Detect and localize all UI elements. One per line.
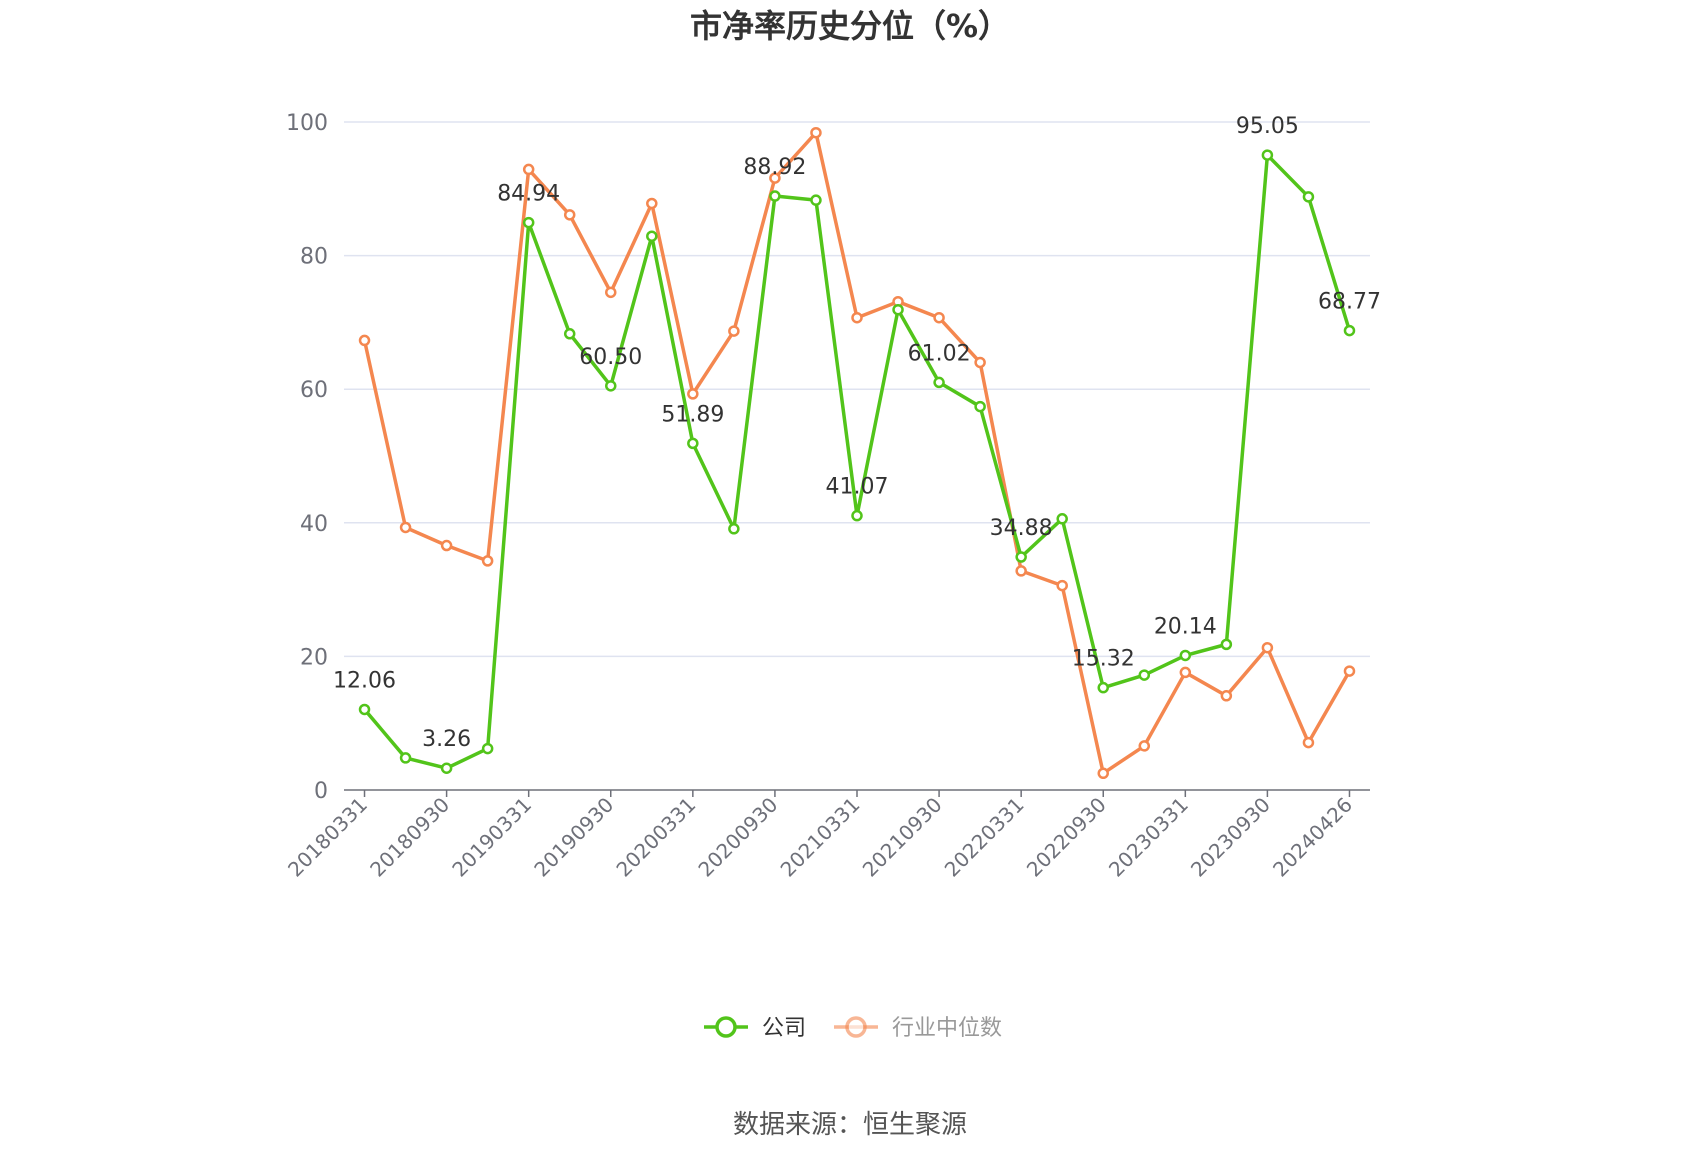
x-tick-label: 20180930 <box>365 793 454 882</box>
data-point[interactable] <box>851 509 863 522</box>
data-point[interactable] <box>1343 324 1356 337</box>
y-tick-label: 100 <box>286 111 328 136</box>
x-tick-label: 20230331 <box>1104 793 1193 882</box>
data-point[interactable] <box>1097 767 1109 780</box>
data-point[interactable] <box>563 209 576 221</box>
data-label: 15.32 <box>1072 647 1135 672</box>
data-point[interactable] <box>933 311 945 324</box>
data-point[interactable] <box>1138 669 1151 681</box>
data-label: 88.92 <box>743 155 806 180</box>
data-point[interactable] <box>687 437 699 450</box>
data-point[interactable] <box>810 194 822 206</box>
data-point[interactable] <box>1056 579 1068 592</box>
data-point[interactable] <box>1302 736 1315 749</box>
data-point[interactable] <box>646 197 658 210</box>
data-label: 20.14 <box>1154 614 1217 639</box>
data-point[interactable] <box>769 190 781 202</box>
data-point[interactable] <box>605 286 617 299</box>
x-tick-label: 20210930 <box>858 793 947 882</box>
x-tick-label: 20220331 <box>940 793 1029 882</box>
data-point[interactable] <box>358 334 371 347</box>
data-point[interactable] <box>1015 565 1027 577</box>
y-tick-label: 0 <box>314 779 328 804</box>
data-label: 41.07 <box>826 475 889 500</box>
legend[interactable]: 公司 行业中位数 <box>704 1016 1002 1041</box>
data-label: 60.50 <box>579 345 642 370</box>
data-point[interactable] <box>563 328 576 340</box>
y-tick-label: 20 <box>300 645 328 670</box>
data-point[interactable] <box>1138 740 1151 752</box>
data-point[interactable] <box>481 742 494 755</box>
data-point[interactable] <box>1302 191 1315 203</box>
data-point[interactable] <box>1015 551 1027 563</box>
legend-marker <box>845 1016 867 1038</box>
data-point[interactable] <box>1343 665 1356 677</box>
data-point[interactable] <box>1261 149 1274 161</box>
data-point[interactable] <box>440 762 453 774</box>
data-point[interactable] <box>933 376 945 389</box>
legend-item[interactable]: 公司 <box>704 1016 806 1041</box>
data-point[interactable] <box>522 216 535 229</box>
x-tick-label: 20200331 <box>611 793 700 882</box>
source-caption: 数据来源：恒生聚源 <box>733 1110 967 1140</box>
x-tick-label: 20180331 <box>283 793 372 882</box>
data-point[interactable] <box>358 703 371 716</box>
x-tick-label: 20190930 <box>529 793 618 882</box>
data-point[interactable] <box>481 555 494 567</box>
data-point[interactable] <box>974 356 986 369</box>
data-point[interactable] <box>769 172 781 184</box>
data-point[interactable] <box>1261 641 1274 654</box>
data-labels: 12.06 3.26 84.94 60.50 51.89 88.92 41.07 61.02 3… <box>333 114 1381 752</box>
data-label: 34.88 <box>990 516 1053 541</box>
x-tick-label: 20240426 <box>1268 793 1357 882</box>
data-label: 12.06 <box>333 668 396 693</box>
legend-item[interactable]: 行业中位数 <box>834 1016 1002 1041</box>
data-label: 84.94 <box>497 182 560 207</box>
series-lines <box>358 126 1356 780</box>
y-tick-label: 40 <box>300 512 328 537</box>
data-label: 61.02 <box>908 341 971 366</box>
data-point[interactable] <box>851 311 863 324</box>
data-point[interactable] <box>646 230 658 242</box>
y-tick-label: 80 <box>300 245 328 270</box>
x-tick-label: 20200930 <box>694 793 783 882</box>
data-label: 68.77 <box>1318 290 1381 315</box>
data-point[interactable] <box>522 163 535 176</box>
chart-title: 市净率历史分位（%） <box>690 7 1010 45</box>
legend-label: 行业中位数 <box>892 1016 1002 1041</box>
data-point[interactable] <box>728 325 740 337</box>
y-tick-label: 60 <box>300 378 328 403</box>
data-point[interactable] <box>974 400 986 413</box>
data-point[interactable] <box>1097 681 1109 694</box>
data-point[interactable] <box>1220 638 1233 651</box>
data-point[interactable] <box>1179 649 1192 662</box>
data-point[interactable] <box>687 388 699 400</box>
x-tick-label: 20220930 <box>1022 793 1111 882</box>
legend-marker <box>715 1016 737 1038</box>
data-label: 3.26 <box>422 727 471 752</box>
data-point[interactable] <box>605 380 617 392</box>
data-point[interactable] <box>892 303 904 316</box>
legend-label: 公司 <box>762 1016 806 1041</box>
x-tick-label: 20210331 <box>776 793 865 882</box>
x-tick-label: 20230930 <box>1186 793 1275 882</box>
data-point[interactable] <box>1179 666 1192 679</box>
data-point[interactable] <box>399 521 412 534</box>
data-point[interactable] <box>1056 513 1068 525</box>
data-point[interactable] <box>810 126 822 139</box>
series-line-公司 <box>363 153 1352 770</box>
data-point[interactable] <box>399 752 412 764</box>
data-label: 95.05 <box>1236 114 1299 139</box>
data-label: 51.89 <box>661 402 724 427</box>
data-point[interactable] <box>1220 690 1233 702</box>
data-point[interactable] <box>440 539 453 552</box>
data-point[interactable] <box>728 523 740 535</box>
x-tick-label: 20190331 <box>447 793 536 882</box>
